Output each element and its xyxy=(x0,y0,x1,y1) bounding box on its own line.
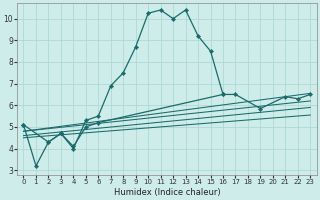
X-axis label: Humidex (Indice chaleur): Humidex (Indice chaleur) xyxy=(114,188,220,197)
